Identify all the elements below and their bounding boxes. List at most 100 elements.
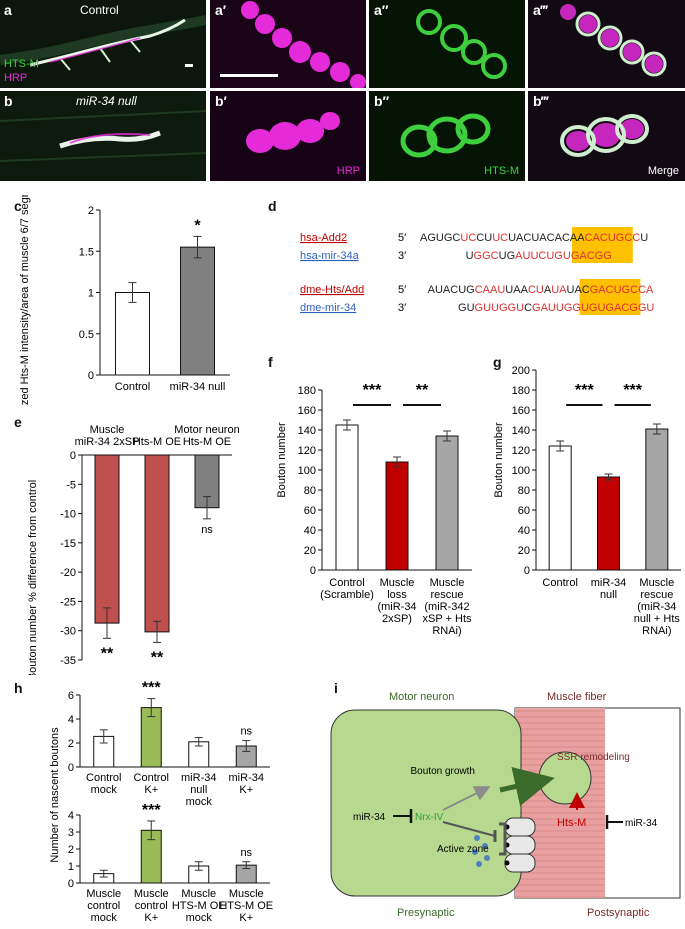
chart-f-ytick-label: 60 (304, 505, 316, 517)
sequence-alignment: hsa-Add2 5′ AGUGCUCCUUCUACUACACAACACUGCCU h… (300, 227, 654, 315)
chart-f-ytick-label: 0 (310, 565, 316, 577)
chart-g-ytick-label: 0 (524, 565, 530, 577)
mir34-right-label: miR-34 (625, 818, 658, 829)
panel-letter: a′ (215, 2, 227, 18)
chart-e-category-label: Muscle miR-34 2xSP (75, 424, 140, 448)
chart-e-ytick-label: 0 (70, 450, 76, 462)
synaptic-vesicles (472, 835, 490, 867)
chart-h-ylabel: Number of nascent boutons (49, 727, 61, 863)
nrx-to-az-line (442, 821, 496, 837)
chart-g-ytick-label: 180 (512, 385, 530, 397)
chart-f-category-label: Muscle loss (miR-34 2xSP) (377, 577, 416, 625)
channel-label-hrp: HRP (4, 72, 28, 84)
chart-c-ytick-label: 1.5 (79, 246, 94, 258)
chart-f-ytick-label: 80 (304, 485, 316, 497)
motor-neuron-body (330, 709, 522, 897)
chart-h-bottom-significance: *** (142, 802, 161, 819)
active-zone-membrane (499, 817, 536, 873)
chart-c-ytick-label: 1 (88, 288, 94, 300)
chart-e-ytick-label: -35 (60, 655, 76, 667)
chart-h-top-category-label: miR-34 null mock (181, 772, 216, 808)
chart-f-significance: *** (363, 382, 382, 399)
chart-f-ytick-label: 100 (298, 465, 316, 477)
active-zone-label: Active zone (437, 844, 489, 855)
chart-f-ytick-label: 160 (298, 405, 316, 417)
chart-e-bar (94, 454, 120, 624)
chart-c-ytick-label: 0.5 (79, 329, 94, 341)
micrograph-title: miR-34 null (76, 94, 137, 108)
panel-letter-h: h (14, 680, 23, 696)
bouton-growth-label: Bouton growth (411, 766, 476, 777)
channel-label-htsm: HTS-M (4, 58, 39, 70)
panel-letter-g: g (493, 354, 502, 370)
chart-f-category-label: Control (Scramble) (320, 577, 374, 601)
chart-g-bar (548, 445, 572, 571)
chart-h-top-category-label: Control mock (86, 772, 121, 796)
micrograph-a3: a‴ (528, 0, 685, 88)
chart-c-category-label: miR-34 null (170, 381, 226, 393)
chart-e: Bouton number % difference from control … (27, 424, 240, 675)
chart-c-significance: * (194, 217, 201, 234)
micrograph-a: a Control HTS-M HRP (0, 0, 206, 88)
chart-e-ytick-label: -5 (66, 479, 76, 491)
merge-label: Merge (647, 165, 679, 177)
chart-g-ytick-label: 80 (518, 485, 530, 497)
micrograph-b2: b″ HTS-M (369, 91, 525, 181)
sequence-name: hsa-mir-34a (300, 250, 360, 262)
chart-e-bar (144, 454, 170, 633)
micrograph-b3: b‴ Merge (528, 91, 685, 181)
chart-h-top: 0 2 4 6 Control mock *** Control K+ miR-34 null moc… (68, 680, 270, 808)
sequence-text: UGGCUGAUUCUGUGACGG (466, 250, 612, 262)
chart-f-ytick-label: 180 (298, 385, 316, 397)
chart-f-category-label: Muscle rescue (miR-342 xSP + Hts RNAi) (422, 577, 472, 637)
chart-e-ytick-label: -25 (60, 596, 76, 608)
chart-e-significance: ** (151, 649, 164, 666)
muscle-fiber-label: Muscle fiber (547, 691, 607, 703)
chart-h-top-ytick-label: 4 (68, 714, 74, 726)
chart-e-category-label: Motor neuron Hts-M OE (174, 424, 239, 448)
panel-letter: a″ (374, 2, 389, 18)
chart-e-ytick-label: -15 (60, 538, 76, 550)
micrograph-a2: a″ (369, 0, 525, 88)
sequence-text: AUACUGCAAUUAACUAUAUACGACUGCCA (428, 284, 654, 296)
sequence-name: dme-Hts/Add (300, 284, 364, 296)
chart-h-bottom-category-label: Muscle HTS-M OE K+ (219, 888, 273, 924)
chart-c: Normalized Hts-M intensity/area of muscl… (19, 195, 230, 405)
panel-letter: b‴ (533, 93, 549, 109)
chart-g-category-label: Muscle rescue (miR-34 null + Hts RNAi) (634, 577, 681, 637)
sequence-name: hsa-Add2 (300, 232, 347, 244)
bouton-growth-arrow (499, 766, 555, 807)
panel-letter: b′ (215, 93, 227, 109)
chart-c-ytick-label: 2 (88, 205, 94, 217)
chart-f-bar (335, 424, 359, 571)
chart-c-ytick-label: 0 (88, 370, 94, 382)
chart-f-ytick-label: 120 (298, 445, 316, 457)
presynaptic-label: Presynaptic (397, 907, 455, 919)
chart-g-bar (597, 476, 620, 571)
chart-h-top-ytick-label: 0 (68, 762, 74, 774)
chart-h-top-category-label: miR-34 K+ (229, 772, 264, 796)
chart-h-bottom-ytick-label: 4 (68, 810, 74, 822)
panel-letter-f: f (268, 354, 273, 370)
chart-g-category-label: miR-34 null (591, 577, 626, 601)
panel-letter: b (4, 93, 13, 109)
chart-e-category-label: Hts-M OE (133, 436, 181, 448)
chart-f-ytick-label: 140 (298, 425, 316, 437)
nrx-label: Nrx-IV (415, 812, 444, 823)
chart-h-top-category-label: Control K+ (134, 772, 169, 796)
chart-h-top-ytick-label: 6 (68, 690, 74, 702)
micrograph-b: b miR-34 null (0, 91, 206, 181)
micrograph-title: Control (80, 3, 119, 17)
chart-e-ytick-label: -30 (60, 626, 76, 638)
chart-f-ylabel: Bouton number (276, 422, 288, 498)
chart-f: Bouton number 0 20 40 60 80 100 120 140 160 180 Co… (276, 382, 472, 637)
chart-f-ytick-label: 40 (304, 525, 316, 537)
channel-label-hrp: HRP (336, 165, 360, 177)
chart-g-ytick-label: 160 (512, 405, 530, 417)
chart-h-top-significance: *** (142, 680, 161, 697)
chart-f-significance: ** (416, 382, 429, 399)
chart-c-category-label: Control (115, 381, 150, 393)
chart-h-bottom-category-label: Muscle HTS-M OE mock (172, 888, 226, 924)
micrograph-a2-image (369, 0, 525, 88)
chart-c-bar (180, 246, 215, 376)
